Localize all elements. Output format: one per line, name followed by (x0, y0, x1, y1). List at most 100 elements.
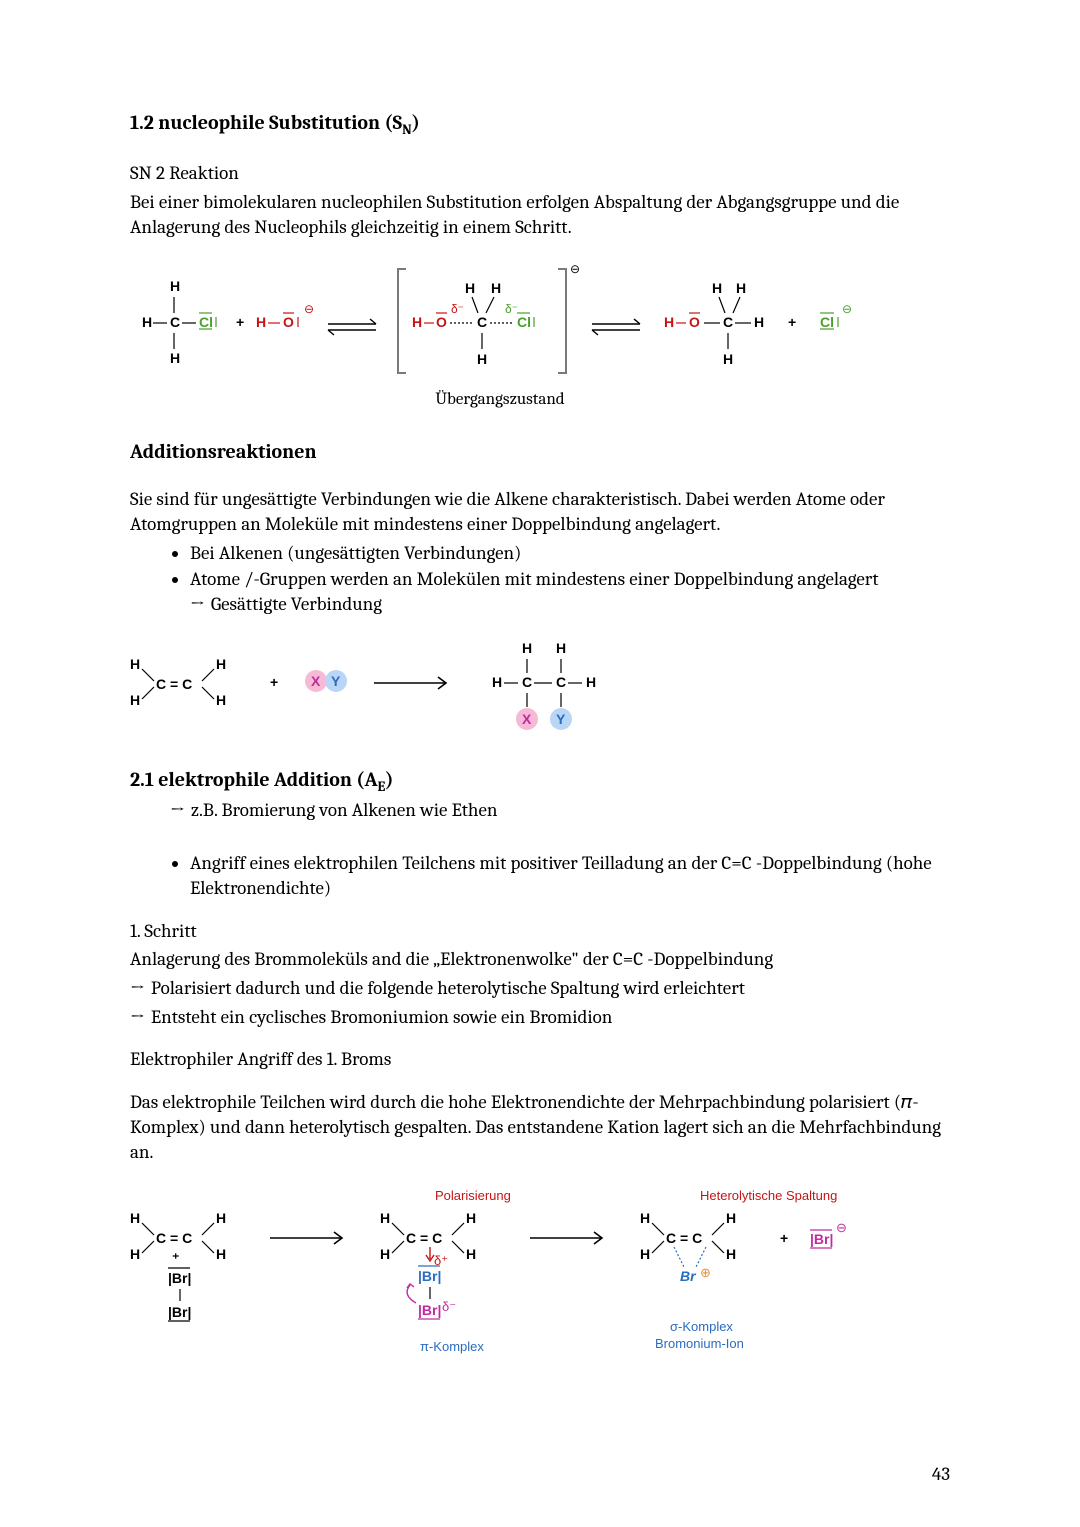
svg-text:|Br|: |Br| (168, 1270, 191, 1286)
svg-text:+: + (236, 314, 244, 330)
svg-text:⊖: ⊖ (836, 1220, 847, 1235)
svg-text:+: + (270, 674, 278, 690)
svg-text:X: X (311, 673, 321, 689)
svg-text:H: H (170, 350, 180, 366)
svg-text:|Br|: |Br| (810, 1231, 833, 1247)
arrow-icon (170, 799, 191, 821)
svg-text:H: H (256, 314, 266, 330)
svg-text:H: H (130, 692, 140, 708)
svg-text:H: H (556, 640, 566, 656)
svg-text:|Br|: |Br| (418, 1268, 441, 1284)
arrow-icon (130, 1006, 151, 1028)
sn2-line1: SN 2 Reaktion (130, 161, 950, 186)
addition-bullet-2: Atome /-Gruppen werden an Molekülen mit … (190, 567, 950, 616)
ae-attack: Elektrophiler Angriff des 1. Broms (130, 1047, 950, 1072)
svg-text:Cl: Cl (199, 314, 213, 330)
svg-text:H: H (380, 1246, 390, 1262)
svg-text:H: H (477, 351, 487, 367)
svg-text:δ⁻: δ⁻ (451, 302, 464, 316)
label-polarisierung: Polarisierung (435, 1188, 511, 1203)
addition-diagram: .t{font-family:Arial,sans-serif;font-wei… (130, 639, 950, 739)
ae-mechanism-diagram: .t{font-family:Arial,sans-serif;font-wei… (130, 1186, 950, 1356)
svg-text:C: C (556, 674, 566, 690)
svg-text:C: C (170, 314, 180, 330)
ae-bullet: Angriff eines elektrophilen Teilchens mi… (190, 851, 950, 900)
label-heterolytische: Heterolytische Spaltung (700, 1188, 837, 1203)
svg-text:H: H (754, 314, 764, 330)
step1-l2: Polarisiert dadurch und die folgende het… (130, 976, 950, 1001)
svg-text:|Br|: |Br| (168, 1304, 191, 1320)
step1-title: 1. Schritt (130, 919, 950, 944)
label-bromonium: Bromonium-Ion (655, 1336, 744, 1351)
arrow-icon (190, 593, 211, 615)
svg-text:δ⁻: δ⁻ (505, 302, 518, 316)
sn2-caption: Übergangszustand (270, 389, 730, 411)
svg-text:δ⁻: δ⁻ (442, 1299, 456, 1314)
step1-l1: Anlagerung des Brommoleküls and die „Ele… (130, 947, 950, 972)
sn2-line2: Bei einer bimolekularen nucleophilen Sub… (130, 190, 950, 239)
svg-text:⁺: ⁺ (172, 1250, 179, 1266)
label-sigma-komplex: σ-Komplex (670, 1319, 733, 1334)
svg-text:H: H (130, 1246, 140, 1262)
svg-text:Y: Y (556, 711, 566, 727)
svg-text:⊕: ⊕ (700, 1265, 711, 1280)
addition-bullet-1: Bei Alkenen (ungesättigten Verbindungen) (190, 541, 950, 566)
svg-text:H: H (723, 351, 733, 367)
section-heading-addition: Additionsreaktionen (130, 439, 950, 465)
page-number: 43 (932, 1462, 950, 1487)
svg-text:H: H (380, 1210, 390, 1226)
svg-text:H: H (726, 1246, 736, 1262)
svg-text:C: C (723, 314, 733, 330)
svg-text:Y: Y (331, 673, 341, 689)
step1-l3: Entsteht ein cyclisches Bromoniumion sow… (130, 1005, 950, 1030)
svg-text:C: C (477, 314, 487, 330)
svg-text:C = C: C = C (406, 1230, 442, 1246)
svg-text:H: H (170, 278, 180, 294)
svg-text:H: H (522, 640, 532, 656)
svg-text:H: H (216, 692, 226, 708)
svg-text:|Br|: |Br| (418, 1302, 441, 1318)
svg-text:O: O (436, 314, 447, 330)
svg-text:H: H (216, 656, 226, 672)
svg-text:C: C (522, 674, 532, 690)
svg-text:H: H (130, 656, 140, 672)
svg-text:H: H (640, 1210, 650, 1226)
svg-text:H: H (412, 314, 422, 330)
label-pi-komplex: π-Komplex (420, 1339, 484, 1354)
svg-text:H: H (466, 1210, 476, 1226)
svg-text:X: X (522, 711, 532, 727)
ae-explain: Das elektrophile Teilchen wird durch die… (130, 1090, 950, 1164)
sn2-diagram: .t { font-family: Arial, sans-serif; fon… (130, 261, 950, 411)
svg-text:Cl: Cl (517, 314, 531, 330)
svg-text:H: H (216, 1246, 226, 1262)
arrow-icon (130, 977, 151, 999)
svg-text:O: O (283, 314, 294, 330)
svg-text:Cl: Cl (820, 314, 834, 330)
svg-text:O: O (689, 314, 700, 330)
addition-bullets: Bei Alkenen (ungesättigten Verbindungen)… (130, 541, 950, 617)
svg-text:C = C: C = C (666, 1230, 702, 1246)
svg-text:H: H (466, 1246, 476, 1262)
svg-text:H: H (726, 1210, 736, 1226)
svg-text:+: + (780, 1230, 788, 1246)
svg-text:C = C: C = C (156, 1230, 192, 1246)
ae-bullet-list: Angriff eines elektrophilen Teilchens mi… (130, 851, 950, 900)
svg-text:H: H (664, 314, 674, 330)
svg-text:H: H (465, 280, 475, 296)
svg-text:⊖: ⊖ (304, 302, 314, 316)
svg-text:H: H (492, 674, 502, 690)
svg-text:H: H (736, 280, 746, 296)
svg-text:+: + (788, 314, 796, 330)
svg-text:Br: Br (680, 1268, 697, 1284)
svg-text:⊖: ⊖ (570, 262, 580, 276)
addition-intro: Sie sind für ungesättigte Verbindungen w… (130, 487, 950, 536)
svg-text:H: H (640, 1246, 650, 1262)
ae-example: z.B. Bromierung von Alkenen wie Ethen (130, 798, 950, 823)
section-heading-1-2: 1.2 nucleophile Substitution (SN) (130, 110, 950, 139)
svg-text:⊖: ⊖ (842, 302, 852, 316)
svg-text:H: H (491, 280, 501, 296)
svg-text:H: H (142, 314, 152, 330)
svg-text:H: H (712, 280, 722, 296)
svg-text:C = C: C = C (156, 676, 192, 692)
svg-text:H: H (216, 1210, 226, 1226)
